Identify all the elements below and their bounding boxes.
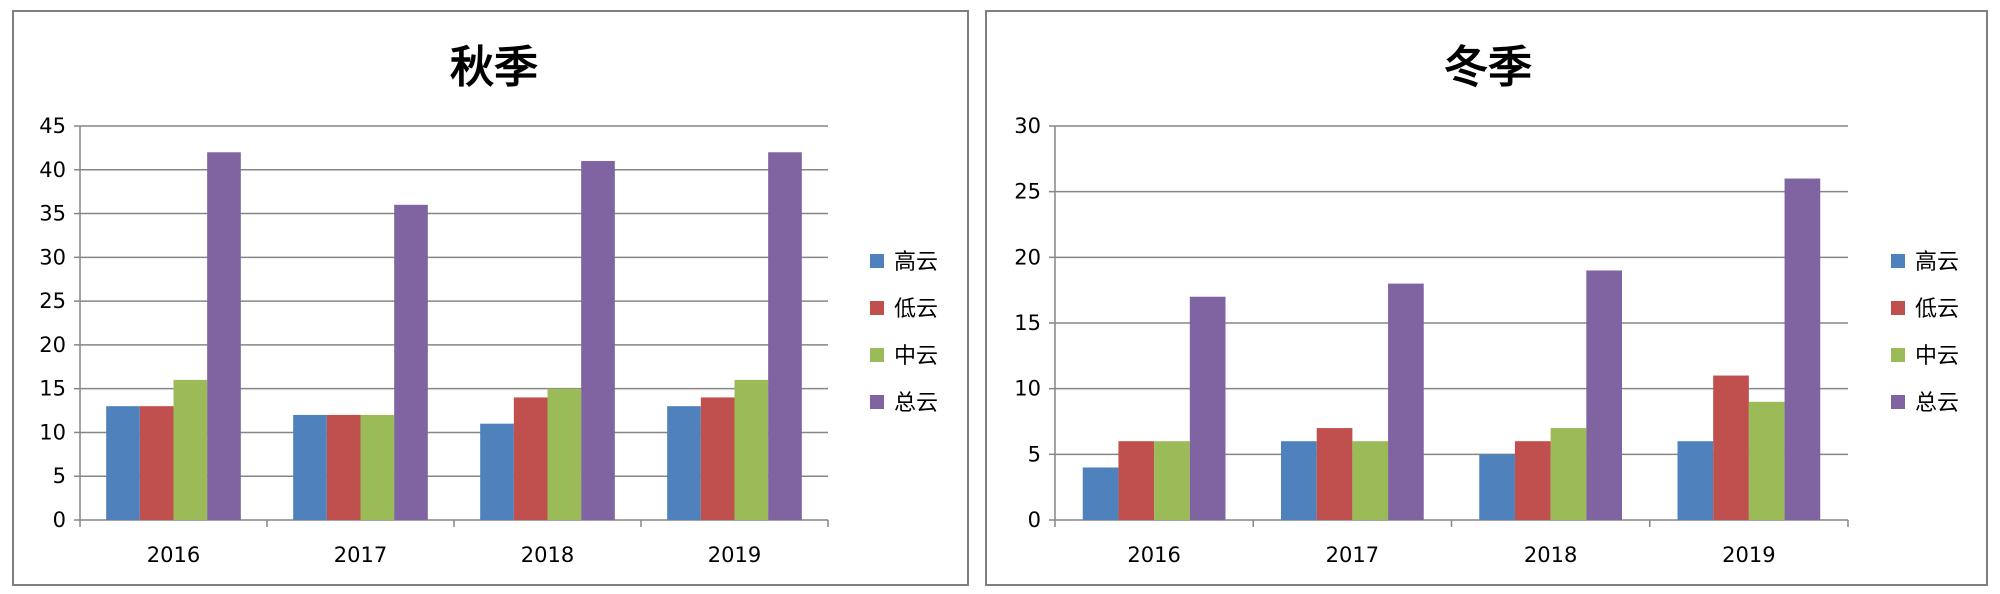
bar-winter-2017-高云 bbox=[1281, 441, 1317, 520]
x-tick-label-2019: 2019 bbox=[1722, 543, 1775, 567]
x-tick-label-2017: 2017 bbox=[1326, 543, 1379, 567]
bar-autumn-2018-中云 bbox=[547, 388, 582, 520]
bar-winter-2018-低云 bbox=[1514, 441, 1551, 520]
bar-winter-2019-总云 bbox=[1784, 178, 1821, 521]
y-tick-label: 40 bbox=[39, 158, 66, 182]
y-tick-label: 15 bbox=[1014, 311, 1041, 335]
bar-autumn-2016-低云 bbox=[139, 406, 174, 520]
x-tick-label-2018: 2018 bbox=[1524, 543, 1577, 567]
y-tick-label: 45 bbox=[39, 114, 66, 138]
bar-autumn-2017-低云 bbox=[326, 414, 361, 520]
bar-winter-2019-高云 bbox=[1677, 441, 1714, 520]
y-tick-label: 30 bbox=[39, 245, 66, 269]
bar-autumn-2016-总云 bbox=[207, 152, 241, 520]
bar-winter-2019-中云 bbox=[1748, 401, 1785, 520]
bar-winter-2016-中云 bbox=[1154, 441, 1190, 520]
bar-winter-2016-低云 bbox=[1118, 441, 1155, 520]
legend-swatch-低云 bbox=[870, 301, 884, 315]
legend-label-中云: 中云 bbox=[1915, 344, 1959, 369]
y-tick-label: 0 bbox=[1028, 508, 1041, 532]
bar-winter-2018-高云 bbox=[1479, 454, 1515, 520]
legend-label-低云: 低云 bbox=[1915, 297, 1959, 322]
bar-winter-2017-中云 bbox=[1352, 441, 1389, 520]
legend-swatch-中云 bbox=[1891, 348, 1905, 362]
legend-label-总云: 总云 bbox=[894, 391, 938, 416]
x-tick-label-2016: 2016 bbox=[1127, 543, 1180, 567]
bar-winter-2016-高云 bbox=[1082, 467, 1119, 520]
y-tick-label: 20 bbox=[39, 333, 66, 357]
y-tick-label: 30 bbox=[1014, 114, 1041, 138]
bar-autumn-2017-总云 bbox=[394, 204, 428, 521]
bar-autumn-2017-中云 bbox=[360, 414, 395, 520]
y-tick-label: 35 bbox=[39, 202, 66, 226]
legend-swatch-高云 bbox=[1891, 254, 1905, 268]
y-tick-label: 25 bbox=[1014, 180, 1041, 204]
chart-panel-winter: 冬季 0 5 10 15 20 25 30 2016 2017 2018 2019 高云低云中云总云 bbox=[985, 10, 1988, 586]
bar-autumn-2018-低云 bbox=[513, 397, 548, 520]
legend-label-高云: 高云 bbox=[1915, 250, 1959, 275]
y-tick-label: 10 bbox=[39, 420, 66, 444]
legend-swatch-总云 bbox=[1891, 395, 1905, 409]
bar-winter-2018-中云 bbox=[1550, 428, 1587, 520]
y-tick-label: 25 bbox=[39, 289, 66, 313]
winter-chart-title: 冬季 bbox=[1444, 42, 1532, 93]
legend-label-总云: 总云 bbox=[1915, 391, 1959, 416]
autumn-chart-title: 秋季 bbox=[450, 42, 538, 93]
bar-autumn-2018-总云 bbox=[581, 161, 615, 520]
legend-label-低云: 低云 bbox=[894, 297, 938, 322]
legend-swatch-低云 bbox=[1891, 301, 1905, 315]
x-tick-label-2016: 2016 bbox=[147, 543, 200, 567]
bar-autumn-2019-中云 bbox=[734, 379, 769, 520]
bar-autumn-2018-高云 bbox=[480, 423, 514, 520]
bar-winter-2017-低云 bbox=[1316, 428, 1353, 520]
bar-autumn-2019-高云 bbox=[667, 406, 701, 520]
bar-autumn-2019-低云 bbox=[700, 397, 735, 520]
y-tick-label: 10 bbox=[1014, 377, 1041, 401]
legend-swatch-高云 bbox=[870, 254, 884, 268]
y-tick-label: 0 bbox=[53, 508, 66, 532]
chart-panel-autumn: 秋季 0 5 10 15 20 25 30 35 40 45 2016 2017 2018 2019 高云低云… bbox=[12, 10, 969, 586]
bar-winter-2017-总云 bbox=[1388, 283, 1424, 520]
legend-swatch-总云 bbox=[870, 395, 884, 409]
legend-label-高云: 高云 bbox=[894, 250, 938, 275]
x-tick-label-2017: 2017 bbox=[334, 543, 387, 567]
bar-autumn-2019-总云 bbox=[768, 152, 802, 520]
autumn-chart-svg: 秋季 0 5 10 15 20 25 30 35 40 45 2016 2017 2018 2019 高云低云… bbox=[39, 42, 938, 567]
bar-autumn-2017-高云 bbox=[293, 414, 327, 520]
y-tick-label: 5 bbox=[1028, 442, 1041, 466]
bar-winter-2018-总云 bbox=[1586, 270, 1622, 520]
y-tick-label: 15 bbox=[39, 377, 66, 401]
bar-winter-2016-总云 bbox=[1189, 296, 1226, 520]
x-tick-label-2019: 2019 bbox=[708, 543, 761, 567]
y-tick-label: 20 bbox=[1014, 245, 1041, 269]
bar-autumn-2016-高云 bbox=[106, 406, 140, 520]
y-tick-label: 5 bbox=[53, 464, 66, 488]
legend-swatch-中云 bbox=[870, 348, 884, 362]
bar-winter-2019-低云 bbox=[1713, 375, 1749, 520]
legend-label-中云: 中云 bbox=[894, 344, 938, 369]
bar-autumn-2016-中云 bbox=[173, 379, 208, 520]
x-tick-label-2018: 2018 bbox=[521, 543, 574, 567]
